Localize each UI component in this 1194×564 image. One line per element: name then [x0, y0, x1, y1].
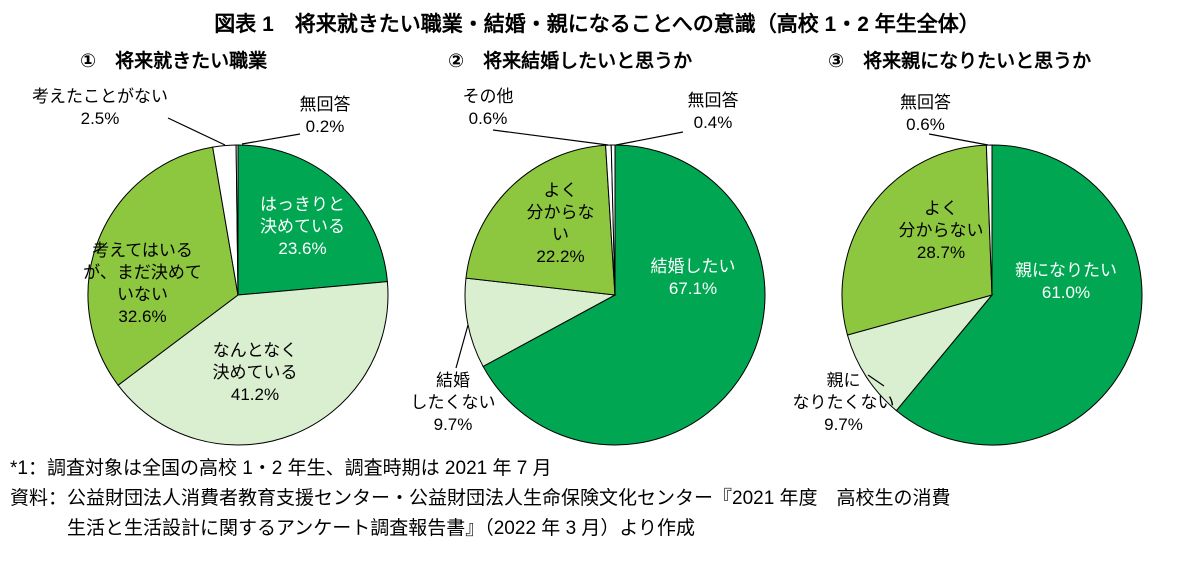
pie-occupation — [87, 144, 389, 446]
pie-slice — [465, 144, 616, 296]
pie-marriage — [464, 144, 766, 446]
label-not-sure: よく 分からな い 22.2% — [526, 181, 595, 266]
pie-slice — [610, 144, 616, 296]
pie-slice — [841, 144, 993, 336]
footnotes: *1：調査対象は全国の高校 1・2 年生、調査時期は 2021 年 7 月 資料… — [0, 448, 1194, 544]
pie-slice — [87, 146, 239, 386]
label-want-to-marry: 結婚したい 67.1% — [650, 257, 736, 298]
figure-page: 図表 1 将来就きたい職業・結婚・親になることへの意識（高校 1・2 年生全体）… — [0, 13, 1194, 544]
pie-slice — [895, 144, 1143, 446]
label-thinking-not-decided: 考えてはいる が、まだ決めて いない 32.6% — [83, 241, 202, 326]
label-dont-want-to-marry: 結婚 したくない 9.7% — [410, 371, 496, 434]
label-clearly-decided: はっきりと 決めている 23.6% — [260, 195, 345, 258]
footnote-source-line1: 資料：公益財団法人消費者教育支援センター・公益財団法人生命保険文化センター『20… — [10, 488, 951, 509]
label-no-answer: 無回答 0.6% — [900, 93, 951, 134]
pie-slice — [482, 144, 766, 446]
footnote-survey: *1：調査対象は全国の高校 1・2 年生、調査時期は 2021 年 7 月 — [10, 458, 552, 479]
pie-slice — [117, 281, 389, 446]
label-not-sure: よく 分からない 28.7% — [898, 199, 984, 262]
chart-future-marriage: ② 将来結婚したいと思うか その他 0.6% 無回答 0.4% 結婚したい 67… — [398, 44, 796, 448]
chart1-title: ① 将来就きたい職業 — [80, 51, 268, 72]
label-never-thought: 考えたことがない 2.5% — [32, 87, 168, 128]
label-dont-want-to-be-parent: 親に なりたくない 9.7% — [792, 371, 895, 434]
label-no-answer: 無回答 0.4% — [687, 91, 739, 132]
figure-title: 図表 1 将来就きたい職業・結婚・親になることへの意識（高校 1・2 年生全体） — [214, 13, 980, 36]
pie-slice — [237, 144, 388, 296]
chart2-title: ② 将来結婚したいと思うか — [448, 51, 693, 72]
chart-future-occupation: ① 将来就きたい職業 考えたことがない 2.5% 無回答 0.2% はっきりと … — [0, 44, 398, 448]
label-no-answer: 無回答 0.2% — [299, 95, 351, 136]
chart-future-parenthood: ③ 将来親になりたいと思うか 無回答 0.6% 親になりたい 61.0% よく … — [793, 44, 1194, 448]
label-want-to-be-parent: 親になりたい 61.0% — [1015, 261, 1117, 302]
pie-parenthood — [841, 144, 1143, 446]
footnote-source-line2: 生活と生活設計に関するアンケート調査報告書』（2022 年 3 月）より作成 — [67, 518, 696, 539]
chart3-title: ③ 将来親になりたいと思うか — [828, 51, 1092, 72]
label-other: その他 0.6% — [462, 87, 514, 128]
pie-slice — [464, 277, 617, 368]
pie-slice — [235, 144, 239, 296]
label-vaguely-decided: なんとなく 決めている 41.2% — [212, 341, 298, 404]
charts-row: ① 将来就きたい職業 考えたことがない 2.5% 無回答 0.2% はっきりと … — [0, 44, 1194, 448]
